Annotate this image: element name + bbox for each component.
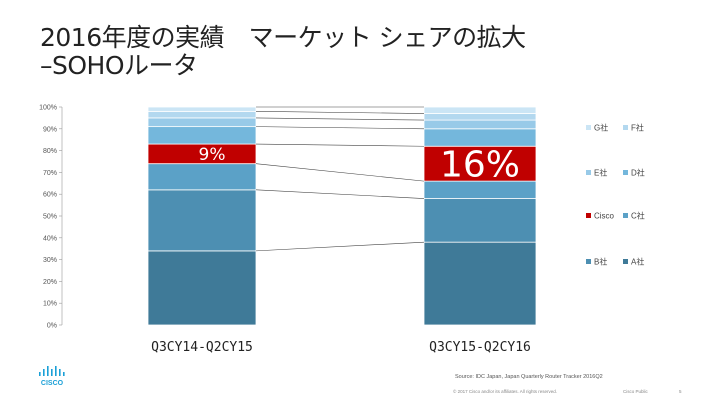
footer-page-number: 5 — [679, 389, 682, 394]
legend-label: D社 — [631, 168, 645, 178]
y-tick-label: 0% — [47, 323, 57, 330]
connector-line — [255, 117, 425, 121]
bar-segment-G社 — [423, 106, 537, 114]
footer-copyright: © 2017 Cisco and/or its affiliates. All … — [453, 389, 558, 394]
connector-line — [255, 189, 425, 199]
cisco-share-label: 16% — [440, 145, 520, 186]
slide-title-line1: 2016年度の実績 マーケット シェアの拡大 — [40, 23, 526, 52]
y-tick-label: 50% — [43, 214, 57, 221]
legend-label: B社 — [594, 257, 607, 267]
bar-segment-Cisco — [423, 145, 537, 182]
legend-swatch-B社 — [586, 259, 591, 264]
slide-title: 2016年度の実績 マーケット シェアの拡大 –SOHOルータ — [40, 24, 680, 80]
footer-classification: Cisco Public — [623, 389, 648, 394]
y-tick-label: 40% — [43, 235, 57, 242]
y-tick-label: 80% — [43, 148, 57, 155]
legend-label: F社 — [631, 123, 644, 133]
bar-segment-C社 — [147, 163, 257, 191]
category-label: Q3CY15-Q2CY16 — [429, 340, 531, 355]
connector-line — [255, 163, 425, 182]
bar-segment-G社 — [147, 106, 257, 112]
source-note: Source: IDC Japan, Japan Quarterly Route… — [455, 374, 603, 380]
bar-segment-A社 — [147, 250, 257, 326]
connector-line — [255, 126, 425, 130]
cisco-logo-wordmark: CISCO — [41, 380, 64, 387]
legend-swatch-E社 — [586, 170, 591, 175]
y-tick-label: 10% — [43, 301, 57, 308]
legend-label: E社 — [594, 168, 607, 178]
legend-swatch-A社 — [623, 259, 628, 264]
bar-segment-B社 — [147, 189, 257, 252]
y-tick-label: 20% — [43, 279, 57, 286]
legend-swatch-G社 — [586, 125, 591, 130]
bar-segment-F社 — [423, 113, 537, 121]
legend-label: G社 — [594, 123, 608, 133]
bar-segment-D社 — [147, 126, 257, 145]
legend-label: C社 — [631, 211, 645, 221]
connector-line — [255, 241, 425, 252]
bar-segment-B社 — [423, 198, 537, 243]
cisco-logo: CISCO — [39, 366, 65, 387]
y-tick-label: 70% — [43, 170, 57, 177]
bar-segment-A社 — [423, 241, 537, 326]
legend-swatch-C社 — [623, 213, 628, 218]
legend-swatch-D社 — [623, 170, 628, 175]
connector-line — [255, 143, 425, 147]
bar-segment-D社 — [423, 128, 537, 147]
legend-label: Cisco — [594, 212, 615, 221]
slide-title-line2: –SOHOルータ — [40, 51, 198, 80]
bar-segment-F社 — [147, 110, 257, 119]
legend-swatch-Cisco — [586, 213, 591, 218]
bar-segment-E社 — [147, 117, 257, 128]
bar-segment-E社 — [423, 119, 537, 130]
legend-label: A社 — [631, 257, 644, 267]
category-label: Q3CY14-Q2CY15 — [151, 340, 253, 355]
legend-swatch-F社 — [623, 125, 628, 130]
connector-line — [255, 111, 425, 114]
y-tick-label: 90% — [43, 126, 57, 133]
cisco-share-label: 9% — [199, 145, 226, 165]
y-tick-label: 60% — [43, 192, 57, 199]
y-tick-label: 30% — [43, 257, 57, 264]
y-tick-label: 100% — [39, 105, 57, 112]
